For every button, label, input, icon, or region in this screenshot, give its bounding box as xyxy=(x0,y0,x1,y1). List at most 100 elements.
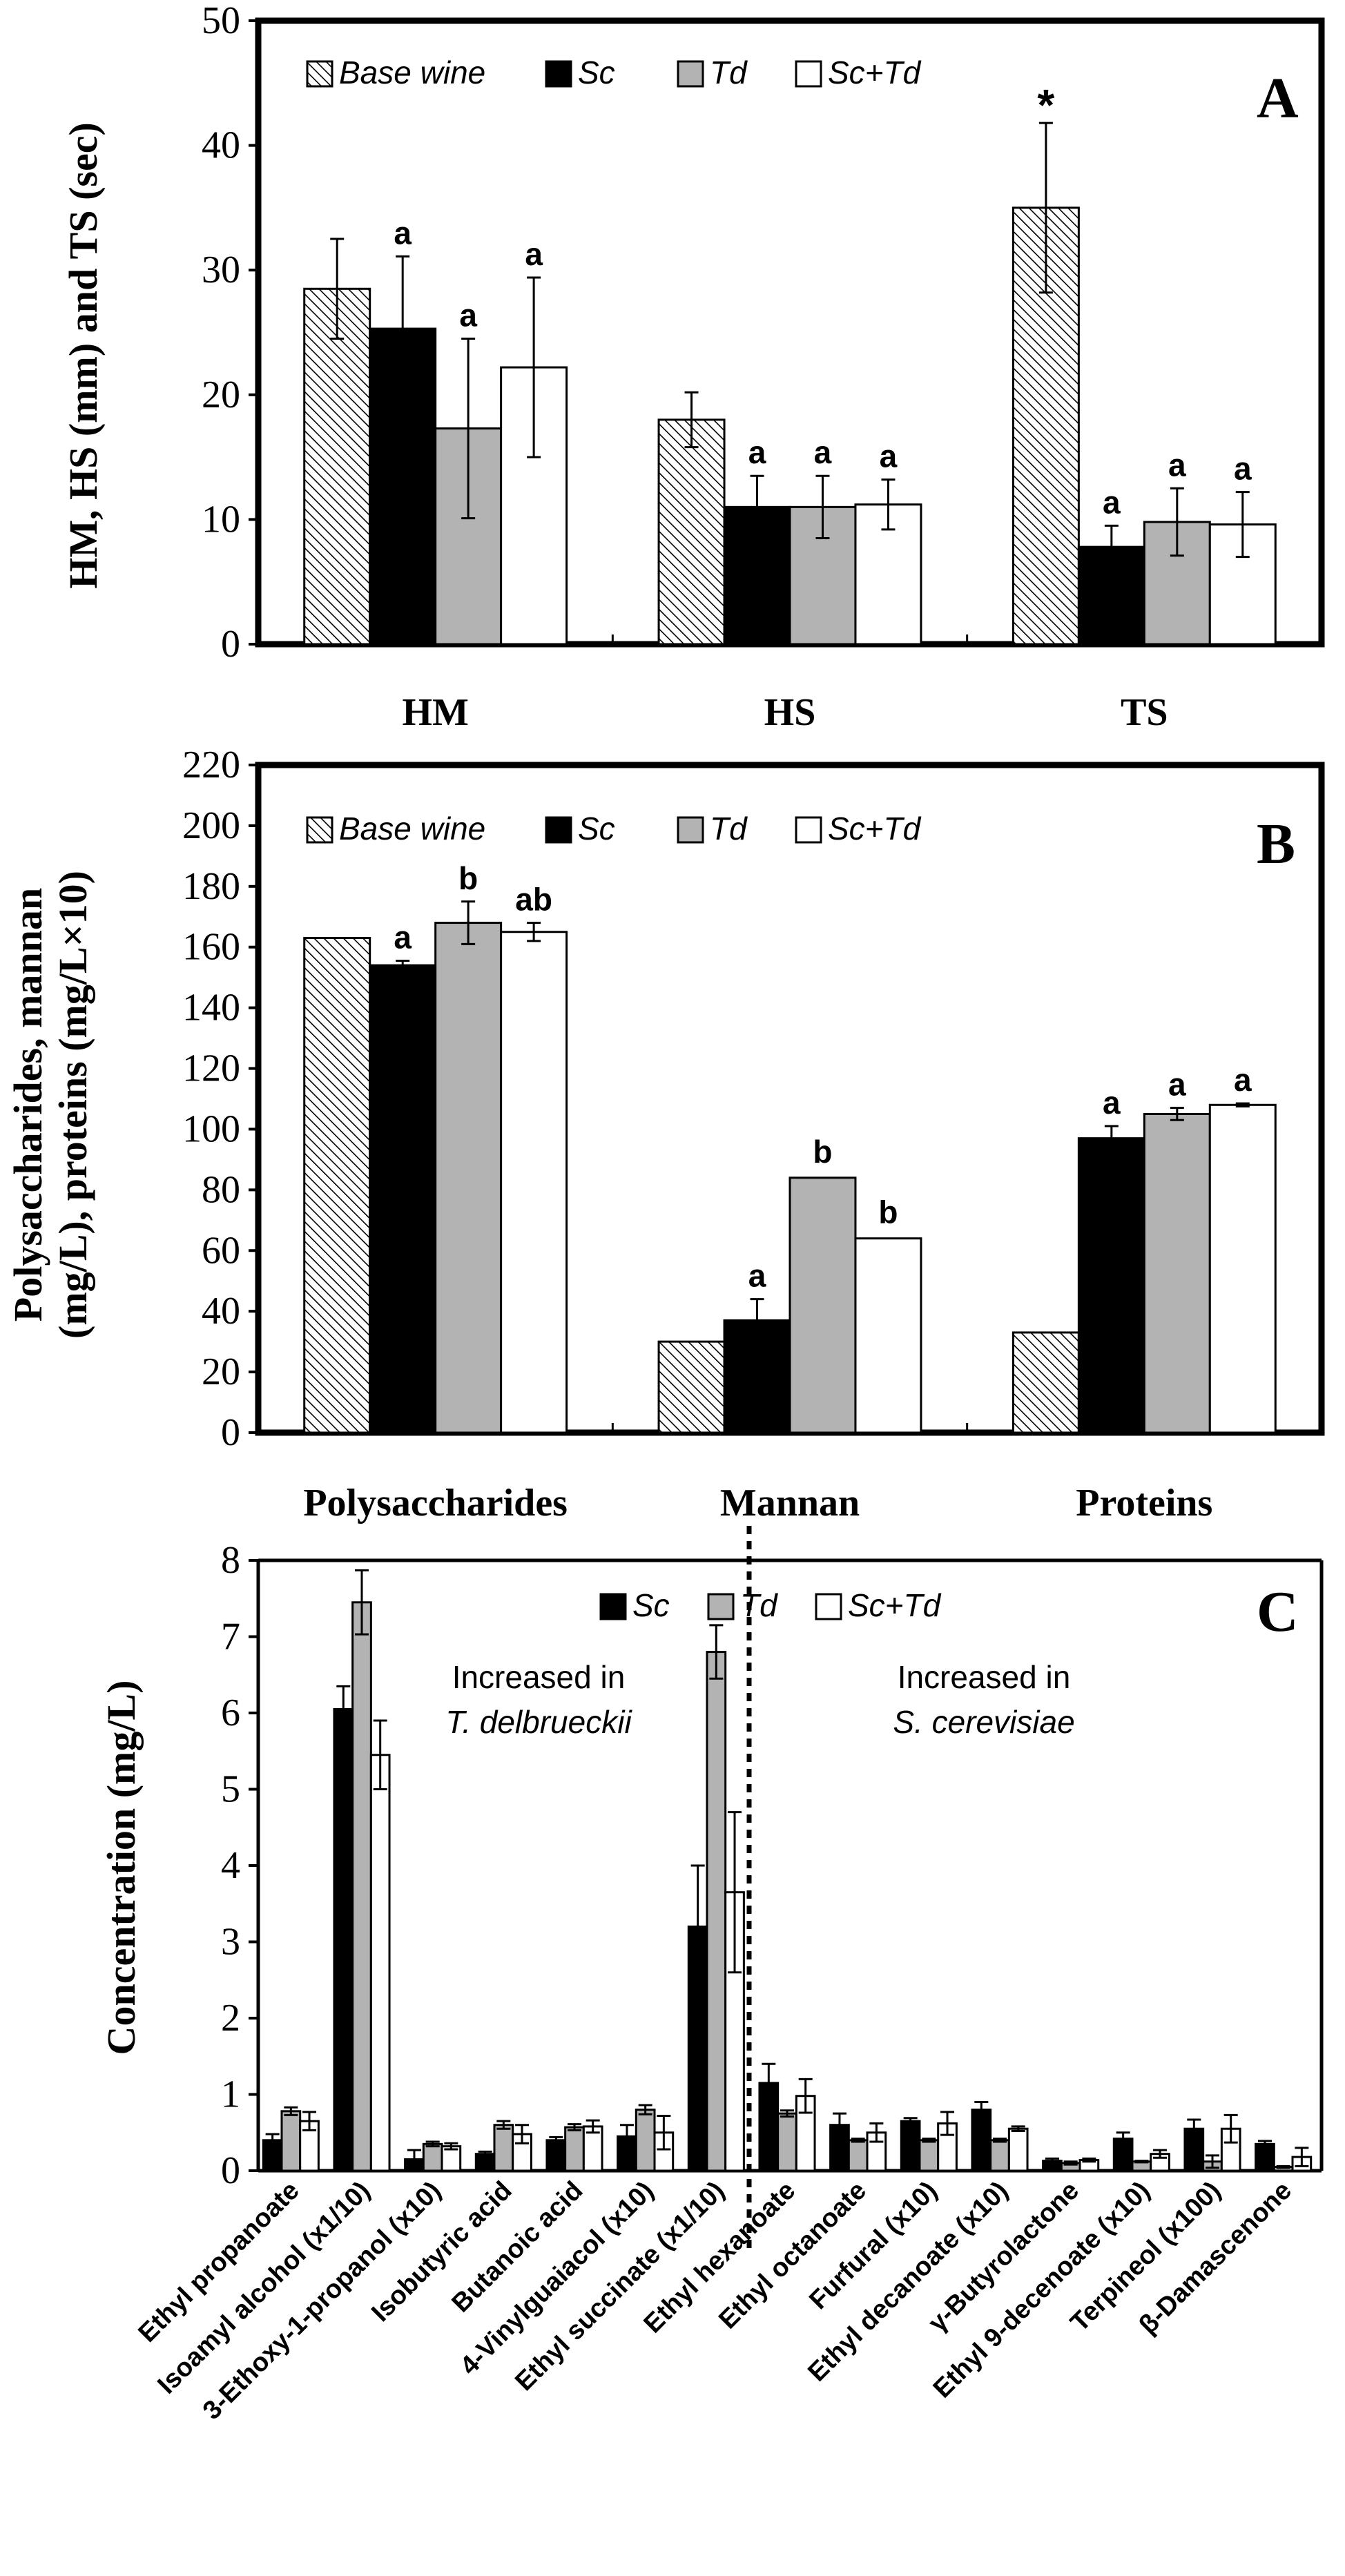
x-category-label-furfural-x10: Furfural (x10) xyxy=(804,2176,942,2315)
panel-a-y-tick-label-40: 40 xyxy=(202,124,240,167)
errorbar-c-butyrolactone-sc xyxy=(1045,2157,1059,2165)
panel-b-y-tick-label-140: 140 xyxy=(182,987,240,1029)
bar-c-ethyl-decanoate-x10-td xyxy=(989,2139,1010,2172)
panel-a-y-tick-label-20: 20 xyxy=(202,374,240,416)
panel-c-y-tick-label-3: 3 xyxy=(221,1921,240,1964)
errorbar-a-hm-base-wine xyxy=(330,238,345,340)
bar-c-isoamyl-alcohol-x1-10-td xyxy=(351,1601,372,2172)
errorbar-a-hm-sc-td xyxy=(527,276,541,458)
bar-b-proteins-sc xyxy=(1077,1137,1145,1434)
panel-b-y-tick-label-80: 80 xyxy=(202,1168,240,1211)
bar-b-proteins-sc-td xyxy=(1208,1103,1277,1434)
errorbar-c-ethyl-octanoate-sc xyxy=(832,2112,846,2138)
panel-c-chart: C Concentration (mg/L) Increased in T. d… xyxy=(99,1526,1324,2425)
errorbar-c-3-ethoxy-1-propanol-x10-td xyxy=(425,2140,440,2148)
significance-label-a-hm-td: a xyxy=(459,298,477,333)
legend-swatch-sc xyxy=(599,1593,627,1620)
panel-c-y-tick-label-1: 1 xyxy=(221,2073,240,2116)
legend-label-sc-td: Sc+Td xyxy=(828,55,922,90)
errorbar-c-isoamyl-alcohol-x1-10-sc-td xyxy=(373,1719,387,1790)
legend-label-sc: Sc xyxy=(578,811,615,846)
bar-c-ethyl-succinate-x1-10-td xyxy=(706,1651,727,2172)
significance-label-a-ts-sc-td: a xyxy=(1234,451,1252,487)
bar-c-isobutyric-acid-td xyxy=(493,2124,514,2172)
bar-b-polysaccharides-sc-td xyxy=(500,931,568,1434)
errorbar-a-hs-base-wine xyxy=(684,391,699,449)
errorbar-a-ts-td xyxy=(1170,487,1184,557)
panel-a-chart: A HM, HS (mm) and TS (sec) 0 10 20 30 40 50 a… xyxy=(61,0,1325,734)
significance-label-b-polysaccharides-sc: a xyxy=(394,920,412,956)
bar-b-proteins-td xyxy=(1143,1112,1211,1434)
significance-label-b-proteins-td: a xyxy=(1168,1067,1186,1103)
legend-swatch-td xyxy=(677,60,704,88)
errorbar-c-isobutyric-acid-td xyxy=(496,2120,511,2130)
legend-swatch-sc-td xyxy=(795,60,822,88)
bar-c-ethyl-decanoate-x10-sc xyxy=(971,2109,992,2172)
significance-label-b-proteins-sc-td: a xyxy=(1234,1062,1252,1098)
panel-c-label: C xyxy=(1257,1580,1299,1644)
significance-label-b-mannan-td: b xyxy=(813,1134,832,1170)
errorbar-c-4-vinylguaiacol-x10-td xyxy=(638,2104,652,2115)
errorbar-c-terpineol-x100-sc-td xyxy=(1223,2113,1238,2144)
legend-label-td: Td xyxy=(740,1587,778,1623)
panel-a-y-tick-label-30: 30 xyxy=(202,249,240,291)
legend-label-base-wine: Base wine xyxy=(339,811,485,846)
panel-b-y-axis-label-line1: Polysaccharides, mannan xyxy=(6,888,50,1321)
panel-a-label: A xyxy=(1257,66,1299,130)
errorbar-b-mannan-sc xyxy=(750,1298,764,1343)
annotation-sc-line1: Increased in xyxy=(898,1659,1071,1695)
errorbar-c-ethyl-9-decenoate-x10-sc xyxy=(1116,2131,1130,2146)
bar-b-mannan-td xyxy=(788,1176,857,1434)
legend-swatch-sc-td xyxy=(795,816,822,844)
panel-c-y-tick-label-2: 2 xyxy=(221,1997,240,2040)
panel-a-y-tick-label-10: 10 xyxy=(202,498,240,541)
errorbar-c-ethyl-octanoate-sc-td xyxy=(869,2122,884,2143)
bar-c-furfural-x10-sc xyxy=(900,2120,921,2172)
legend-label-sc: Sc xyxy=(632,1587,670,1623)
errorbar-c-ethyl-9-decenoate-x10-sc-td xyxy=(1153,2149,1168,2159)
x-category-label-proteins: Proteins xyxy=(1076,1482,1212,1524)
errorbar-a-hs-sc xyxy=(750,474,764,539)
x-category-label-mannan: Mannan xyxy=(720,1482,860,1524)
significance-label-a-hs-td: a xyxy=(814,434,832,470)
errorbar-c-butyrolactone-td xyxy=(1063,2160,1078,2166)
errorbar-c-ethyl-hexanoate-sc xyxy=(762,2062,776,2104)
panel-a-y-tick-label-0: 0 xyxy=(221,623,240,666)
panel-b-y-tick-label-60: 60 xyxy=(202,1229,240,1272)
errorbar-c-butanoic-acid-td xyxy=(568,2123,581,2131)
errorbar-c-ethyl-succinate-x1-10-td xyxy=(709,1624,724,1680)
errorbar-c-ethyl-decanoate-x10-sc xyxy=(974,2101,989,2119)
errorbar-b-proteins-sc-td xyxy=(1235,1102,1250,1107)
errorbar-b-polysaccharides-sc-td xyxy=(527,922,541,942)
panel-c-y-tick-label-0: 0 xyxy=(221,2149,240,2192)
panel-b-y-tick-label-120: 120 xyxy=(182,1047,240,1090)
errorbar-c-ethyl-propanoate-td xyxy=(284,2106,298,2116)
errorbar-b-polysaccharides-td xyxy=(461,900,476,945)
significance-label-a-ts-td: a xyxy=(1168,447,1186,483)
bar-c-ethyl-propanoate-td xyxy=(280,2110,302,2172)
panel-c-y-axis-label: Concentration (mg/L) xyxy=(99,1681,144,2055)
bar-c-ethyl-hexanoate-td xyxy=(777,2112,797,2172)
panel-c-y-tick-label-5: 5 xyxy=(221,1768,240,1811)
bar-c-isoamyl-alcohol-x1-10-sc xyxy=(333,1707,354,2172)
errorbar-c-3-ethoxy-1-propanol-x10-sc xyxy=(407,2149,421,2170)
bar-c-3-ethoxy-1-propanol-x10-td xyxy=(422,2142,443,2172)
errorbar-c-isobutyric-acid-sc xyxy=(478,2150,492,2158)
errorbar-c-furfural-x10-td xyxy=(922,2138,936,2143)
errorbar-b-proteins-td xyxy=(1170,1107,1184,1121)
panel-b-y-tick-label-220: 220 xyxy=(182,744,240,786)
legend-swatch-base-wine xyxy=(306,816,333,844)
panel-b-y-tick-label-20: 20 xyxy=(202,1350,240,1393)
legend-label-sc-td: Sc+Td xyxy=(848,1587,942,1623)
errorbar-c-ethyl-9-decenoate-x10-td xyxy=(1134,2160,1149,2164)
errorbar-c-ethyl-hexanoate-sc-td xyxy=(798,2078,813,2114)
errorbar-b-proteins-sc xyxy=(1104,1125,1119,1152)
x-category-label-hm: HM xyxy=(402,691,468,734)
errorbar-b-polysaccharides-sc xyxy=(396,960,410,971)
legend-swatch-sc xyxy=(545,60,572,88)
errorbar-a-hm-td xyxy=(461,338,476,520)
errorbar-c-furfural-x10-sc xyxy=(903,2117,918,2126)
panel-b-y-axis-label-line2: (mg/L), proteins (mg/L×10) xyxy=(50,871,95,1339)
panel-b-y-tick-label-160: 160 xyxy=(182,926,240,969)
bar-b-polysaccharides-base-wine xyxy=(303,937,371,1434)
